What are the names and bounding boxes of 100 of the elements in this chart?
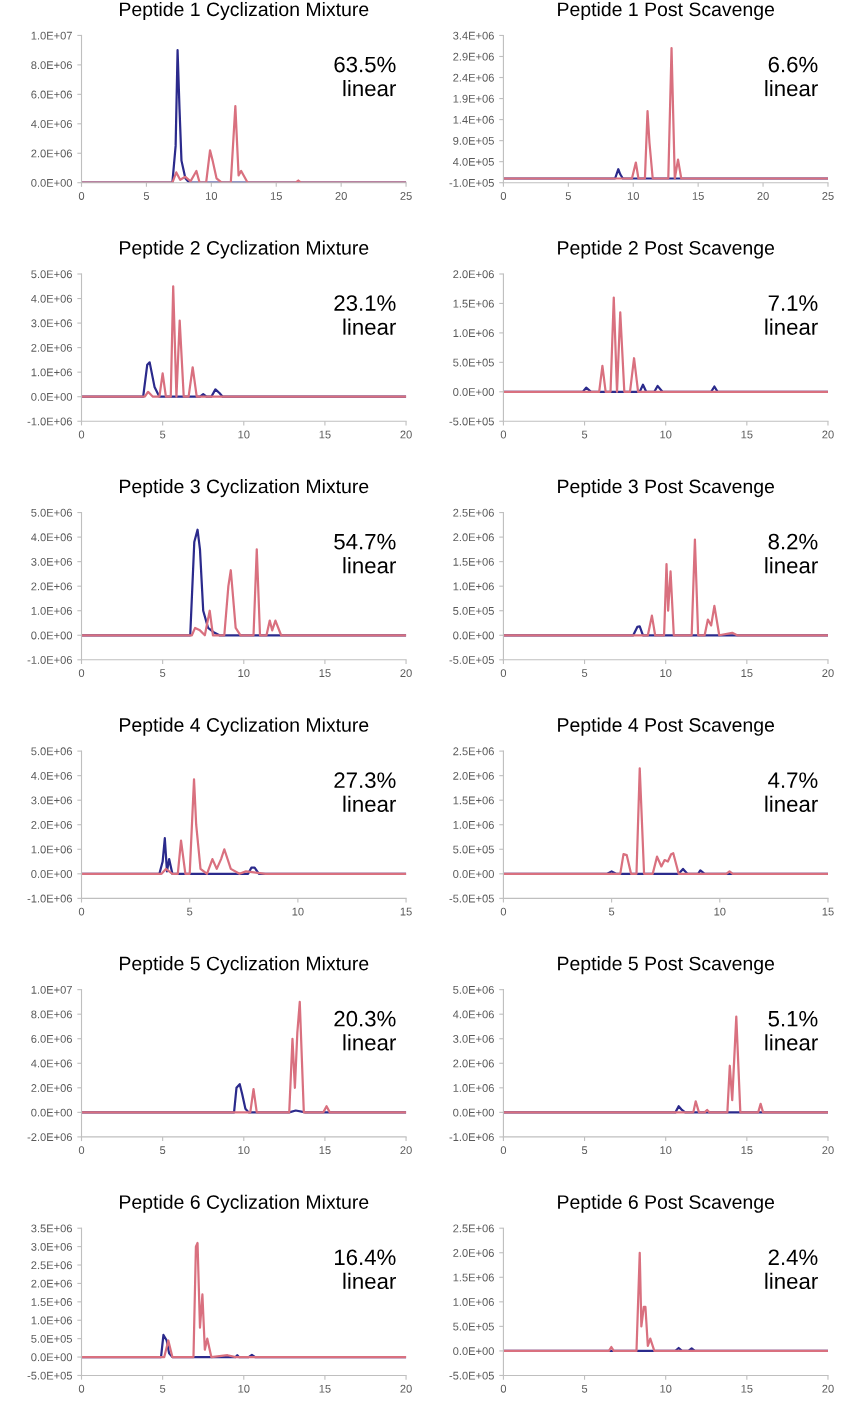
annotation: 63.5% linear — [334, 56, 396, 97]
chart-title: Peptide 5 Post Scavenge — [558, 956, 775, 975]
y-tick-label: 8.0E+06 — [31, 61, 72, 70]
x-tick-label: 5 — [187, 907, 193, 916]
x-tick-label: 15 — [319, 669, 331, 677]
x-tick-label: 10 — [660, 1146, 672, 1155]
y-tick-label: 3.4E+06 — [453, 31, 494, 40]
x-tick-label: 20 — [400, 1384, 412, 1393]
annotation: 8.2% linear — [765, 533, 818, 574]
y-tick-label: 1.0E+06 — [31, 606, 72, 615]
chart-title: Peptide 3 Cyclization Mixture — [120, 479, 369, 498]
x-tick-label: 5 — [581, 430, 588, 439]
annotation: 6.6% linear — [765, 56, 818, 97]
y-tick-label: 5.0E+05 — [453, 845, 494, 854]
x-tick-label: 10 — [660, 1384, 672, 1393]
annotation: 27.3% linear — [334, 772, 396, 812]
x-tick-label: 15 — [741, 1384, 753, 1393]
y-tick-label: 4.0E+06 — [31, 1059, 72, 1068]
y-tick-label: 1.0E+06 — [453, 821, 494, 829]
x-tick-label: 25 — [400, 192, 412, 200]
y-tick-label: 1.5E+06 — [453, 299, 494, 308]
y-tick-label: 2.0E+06 — [31, 343, 72, 352]
y-tick-label: 2.0E+06 — [31, 1084, 72, 1092]
y-tick-label: 2.4E+06 — [453, 73, 494, 82]
y-tick-label: 0.0E+00 — [31, 178, 73, 187]
x-tick-label: 5 — [160, 1384, 166, 1393]
chart-title: Peptide 1 Cyclization Mixture — [120, 1, 369, 21]
y-tick-label: -2.0E+06 — [27, 1133, 72, 1142]
x-tick-label: 15 — [741, 669, 753, 677]
x-tick-label: 15 — [400, 907, 412, 916]
x-tick-label: 0 — [500, 1384, 507, 1393]
y-tick-label: 2.5E+06 — [453, 747, 494, 756]
x-tick-label: 20 — [822, 669, 834, 677]
x-tick-label: 20 — [822, 1384, 834, 1393]
y-tick-label: 1.0E+06 — [453, 1298, 494, 1306]
x-tick-label: 5 — [581, 669, 588, 677]
y-tick-label: 4.0E+06 — [31, 533, 72, 542]
x-tick-label: 0 — [500, 430, 507, 439]
x-tick-label: 15 — [270, 192, 282, 200]
annotation: 7.1% linear — [765, 295, 818, 335]
x-tick-label: 15 — [319, 1146, 331, 1155]
y-tick-label: 4.0E+06 — [31, 771, 72, 780]
y-tick-label: 0.0E+00 — [31, 392, 73, 401]
y-tick-label: 4.0E+05 — [452, 157, 494, 166]
x-tick-label: 20 — [400, 1146, 412, 1155]
x-tick-label: 10 — [292, 907, 304, 916]
y-tick-label: 1.5E+06 — [453, 1273, 494, 1282]
y-tick-label: 1.0E+07 — [31, 31, 72, 40]
y-tick-label: 2.0E+06 — [31, 821, 72, 829]
x-tick-label: 10 — [238, 669, 250, 677]
chart-title: Peptide 1 Post Scavenge — [558, 1, 775, 21]
y-tick-label: 1.0E+06 — [453, 1084, 494, 1092]
y-tick-label: -5.0E+05 — [449, 1371, 494, 1380]
y-tick-label: -1.0E+06 — [27, 894, 72, 903]
annotation: 5.1% linear — [765, 1010, 818, 1051]
x-tick-label: 20 — [400, 669, 412, 677]
x-tick-label: 0 — [500, 669, 507, 677]
y-tick-label: 0.0E+00 — [31, 870, 73, 878]
y-tick-label: 0.0E+00 — [31, 1108, 73, 1117]
y-tick-label: 2.0E+06 — [453, 533, 494, 542]
y-tick-label: -1.0E+06 — [27, 656, 72, 664]
y-tick-label: 3.0E+06 — [31, 557, 72, 566]
y-tick-label: -5.0E+05 — [449, 894, 494, 903]
x-tick-label: 15 — [319, 430, 331, 439]
x-tick-label: 10 — [238, 430, 250, 439]
y-tick-label: 1.0E+07 — [31, 985, 72, 994]
y-tick-label: 0.0E+00 — [453, 1108, 494, 1117]
y-tick-label: -1.0E+06 — [449, 1133, 494, 1142]
y-tick-label: 5.0E+06 — [31, 747, 72, 756]
y-tick-label: 2.5E+06 — [453, 508, 494, 517]
y-tick-label: 4.0E+06 — [452, 1010, 494, 1019]
annotation: 23.1% linear — [334, 295, 396, 335]
x-tick-label: 0 — [78, 192, 85, 200]
y-tick-label: 5.0E+05 — [453, 1322, 494, 1331]
y-tick-label: 1.5E+06 — [453, 796, 494, 805]
annotation: 16.4% linear — [335, 1249, 396, 1290]
chart-title: Peptide 2 Post Scavenge — [558, 240, 775, 259]
y-tick-label: -1.0E+06 — [27, 417, 72, 426]
x-tick-label: 0 — [78, 669, 85, 677]
y-tick-label: 5.0E+06 — [453, 985, 494, 994]
y-tick-label: 9.0E+05 — [453, 136, 494, 145]
x-tick-label: 20 — [757, 192, 769, 200]
annotation: 4.7% linear — [765, 772, 818, 812]
chart-title: Peptide 4 Cyclization Mixture — [120, 717, 369, 736]
y-tick-label: 1.0E+06 — [31, 845, 72, 854]
x-tick-label: 20 — [822, 430, 834, 439]
y-tick-label: 2.9E+06 — [453, 52, 494, 61]
x-tick-label: 5 — [565, 192, 571, 200]
x-tick-label: 0 — [500, 907, 507, 916]
y-tick-label: 2.0E+06 — [31, 149, 72, 158]
chart-title: Peptide 5 Cyclization Mixture — [120, 956, 369, 975]
y-tick-label: 3.0E+06 — [453, 1035, 494, 1043]
x-tick-label: 15 — [822, 907, 834, 916]
x-tick-label: 0 — [78, 907, 85, 916]
x-tick-label: 0 — [500, 1146, 507, 1155]
y-tick-label: 5.0E+06 — [31, 508, 72, 517]
x-tick-label: 10 — [714, 907, 726, 916]
y-tick-label: 5.0E+05 — [453, 358, 494, 367]
x-tick-label: 15 — [741, 1146, 753, 1155]
x-tick-label: 25 — [822, 192, 834, 200]
